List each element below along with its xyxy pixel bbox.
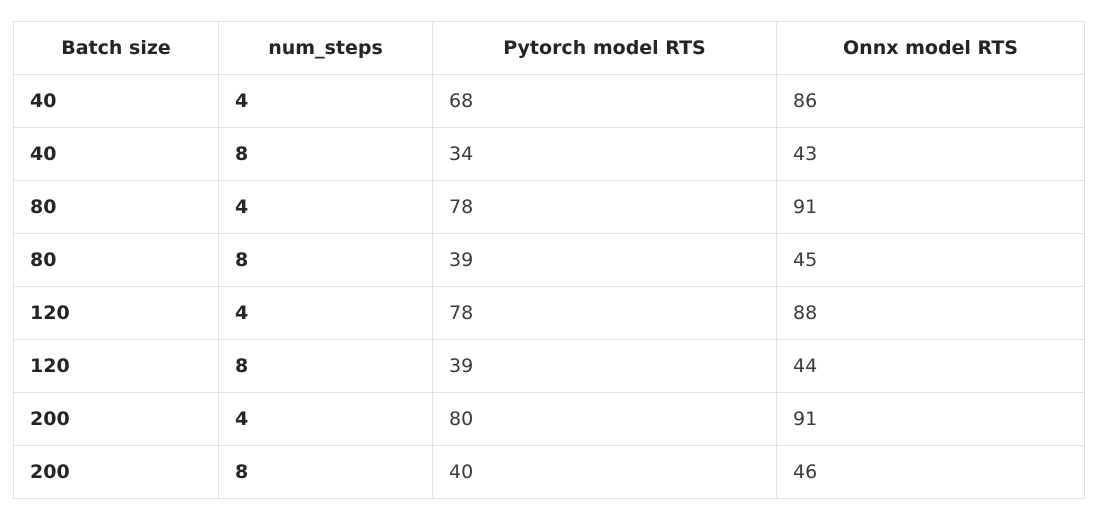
cell-onnx-rts: 91 — [776, 180, 1085, 234]
table-row: 200 4 80 91 — [13, 392, 1085, 446]
cell-batch-size: 120 — [13, 339, 219, 393]
cell-pytorch-rts: 34 — [432, 127, 777, 181]
cell-pytorch-rts: 39 — [432, 233, 777, 287]
table-row: 40 4 68 86 — [13, 74, 1085, 128]
cell-onnx-rts: 45 — [776, 233, 1085, 287]
cell-batch-size: 40 — [13, 74, 219, 128]
header-num-steps: num_steps — [218, 21, 433, 75]
cell-onnx-rts: 46 — [776, 445, 1085, 499]
table-row: 40 8 34 43 — [13, 127, 1085, 181]
cell-num-steps: 4 — [218, 74, 433, 128]
cell-batch-size: 80 — [13, 180, 219, 234]
cell-pytorch-rts: 78 — [432, 286, 777, 340]
header-pytorch-rts: Pytorch model RTS — [432, 21, 777, 75]
cell-onnx-rts: 86 — [776, 74, 1085, 128]
cell-batch-size: 200 — [13, 445, 219, 499]
cell-num-steps: 8 — [218, 339, 433, 393]
cell-num-steps: 8 — [218, 445, 433, 499]
cell-num-steps: 4 — [218, 286, 433, 340]
results-table-container: Batch size num_steps Pytorch model RTS O… — [13, 21, 1085, 499]
table-row: 200 8 40 46 — [13, 445, 1085, 499]
cell-pytorch-rts: 78 — [432, 180, 777, 234]
cell-onnx-rts: 44 — [776, 339, 1085, 393]
cell-pytorch-rts: 39 — [432, 339, 777, 393]
cell-onnx-rts: 91 — [776, 392, 1085, 446]
cell-pytorch-rts: 80 — [432, 392, 777, 446]
table-row: 80 8 39 45 — [13, 233, 1085, 287]
cell-batch-size: 80 — [13, 233, 219, 287]
header-onnx-rts: Onnx model RTS — [776, 21, 1085, 75]
cell-batch-size: 200 — [13, 392, 219, 446]
results-table: Batch size num_steps Pytorch model RTS O… — [13, 21, 1085, 499]
cell-num-steps: 4 — [218, 180, 433, 234]
cell-pytorch-rts: 68 — [432, 74, 777, 128]
table-row: 120 8 39 44 — [13, 339, 1085, 393]
cell-batch-size: 120 — [13, 286, 219, 340]
cell-pytorch-rts: 40 — [432, 445, 777, 499]
cell-batch-size: 40 — [13, 127, 219, 181]
cell-num-steps: 4 — [218, 392, 433, 446]
cell-num-steps: 8 — [218, 127, 433, 181]
header-batch-size: Batch size — [13, 21, 219, 75]
table-row: 120 4 78 88 — [13, 286, 1085, 340]
cell-onnx-rts: 43 — [776, 127, 1085, 181]
cell-onnx-rts: 88 — [776, 286, 1085, 340]
cell-num-steps: 8 — [218, 233, 433, 287]
table-row: 80 4 78 91 — [13, 180, 1085, 234]
table-header-row: Batch size num_steps Pytorch model RTS O… — [13, 21, 1085, 75]
